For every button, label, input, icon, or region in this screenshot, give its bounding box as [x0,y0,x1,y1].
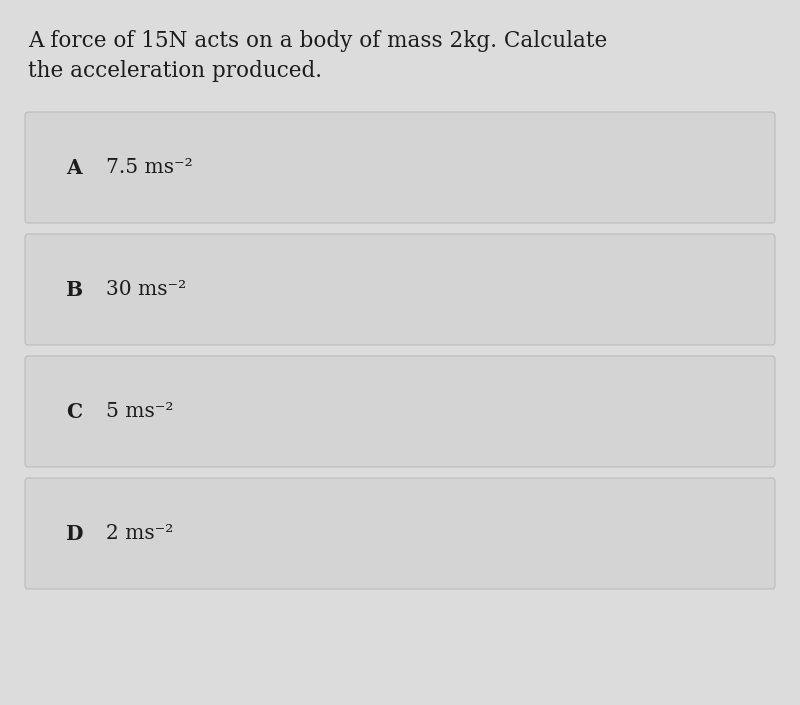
Text: A force of 15N acts on a body of mass 2kg. Calculate: A force of 15N acts on a body of mass 2k… [28,30,607,52]
Text: the acceleration produced.: the acceleration produced. [28,60,322,82]
Text: 5 ms⁻²: 5 ms⁻² [106,402,174,421]
Text: 2 ms⁻²: 2 ms⁻² [106,524,174,543]
Text: D: D [66,524,83,544]
FancyBboxPatch shape [25,356,775,467]
Text: B: B [66,279,83,300]
Text: A: A [66,157,82,178]
FancyBboxPatch shape [25,478,775,589]
FancyBboxPatch shape [25,234,775,345]
Text: C: C [66,402,82,422]
FancyBboxPatch shape [25,112,775,223]
Text: 30 ms⁻²: 30 ms⁻² [106,280,186,299]
Text: 7.5 ms⁻²: 7.5 ms⁻² [106,158,193,177]
